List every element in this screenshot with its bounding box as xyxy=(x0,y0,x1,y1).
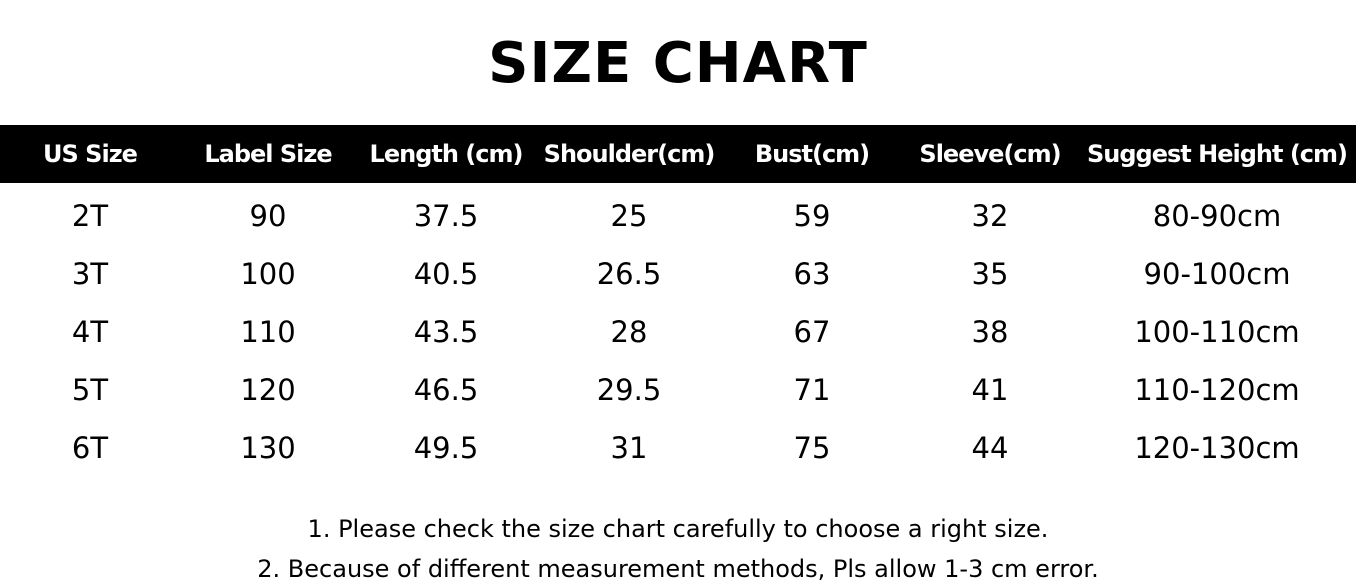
table-cell: 100-110cm xyxy=(1134,315,1300,349)
table-cell: 41 xyxy=(971,373,1009,407)
table-cell: 120 xyxy=(240,373,296,407)
column-header: Suggest Height (cm) xyxy=(1087,140,1348,168)
table-cell: 90 xyxy=(249,199,287,233)
table-cell: 29.5 xyxy=(596,373,662,407)
table-cell: 130 xyxy=(240,431,296,465)
table-cell: 71 xyxy=(793,373,831,407)
table-cell: 75 xyxy=(793,431,831,465)
table-row: 3T 100 40.5 26.5 63 35 90-100cm xyxy=(0,245,1356,303)
table-cell: 120-130cm xyxy=(1134,431,1300,465)
table-cell: 44 xyxy=(971,431,1009,465)
table-cell: 49.5 xyxy=(413,431,479,465)
table-cell: 80-90cm xyxy=(1152,199,1282,233)
page-title: SIZE CHART xyxy=(488,31,868,96)
column-header: Length (cm) xyxy=(369,140,524,168)
table-row: 2T 90 37.5 25 59 32 80-90cm xyxy=(0,187,1356,245)
table-cell: 26.5 xyxy=(596,257,662,291)
table-cell: 6T xyxy=(71,431,109,465)
table-cell: 43.5 xyxy=(413,315,479,349)
table-cell: 67 xyxy=(793,315,831,349)
column-header: Bust(cm) xyxy=(754,140,870,168)
table-cell: 31 xyxy=(610,431,648,465)
table-cell: 5T xyxy=(71,373,109,407)
table-cell: 38 xyxy=(971,315,1009,349)
column-header: Shoulder(cm) xyxy=(543,140,716,168)
table-row: 6T 130 49.5 31 75 44 120-130cm xyxy=(0,419,1356,477)
table-cell: 4T xyxy=(71,315,109,349)
table-cell: 110 xyxy=(240,315,296,349)
table-cell: 28 xyxy=(610,315,648,349)
table-cell: 25 xyxy=(610,199,648,233)
table-cell: 35 xyxy=(971,257,1009,291)
table-cell: 110-120cm xyxy=(1134,373,1300,407)
table-cell: 63 xyxy=(793,257,831,291)
table-cell: 100 xyxy=(240,257,296,291)
note-2: 2. Because of different measurement meth… xyxy=(257,555,1099,583)
table-cell: 37.5 xyxy=(413,199,479,233)
table-header: US Size Label Size Length (cm) Shoulder(cm)… xyxy=(0,125,1356,183)
table-row: 5T 120 46.5 29.5 71 41 110-120cm xyxy=(0,361,1356,419)
table-cell: 32 xyxy=(971,199,1009,233)
column-header: US Size xyxy=(43,140,138,168)
column-header: Sleeve(cm) xyxy=(919,140,1061,168)
table-cell: 90-100cm xyxy=(1143,257,1291,291)
note-1: 1. Please check the size chart carefully… xyxy=(307,515,1049,543)
table-cell: 40.5 xyxy=(413,257,479,291)
table-cell: 3T xyxy=(71,257,109,291)
table-cell: 59 xyxy=(793,199,831,233)
table-cell: 46.5 xyxy=(413,373,479,407)
table-row: 4T 110 43.5 28 67 38 100-110cm xyxy=(0,303,1356,361)
column-header: Label Size xyxy=(204,140,332,168)
table-cell: 2T xyxy=(71,199,109,233)
